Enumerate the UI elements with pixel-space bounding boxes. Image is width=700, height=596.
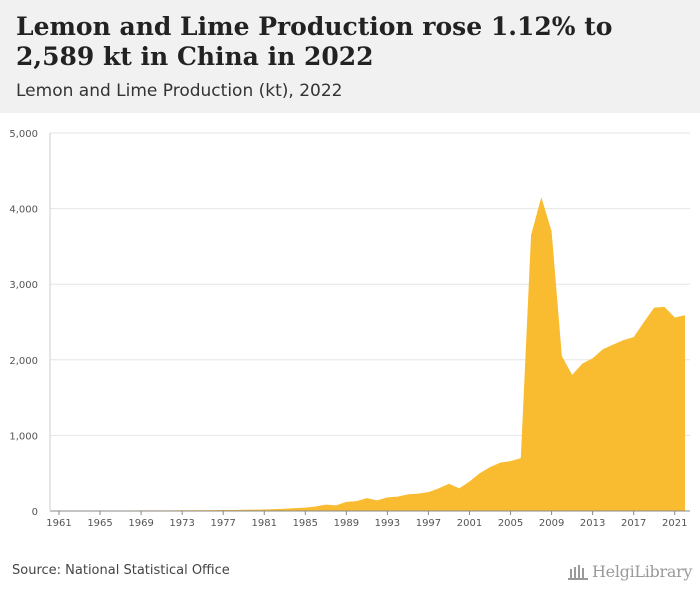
- x-tick-label: 1993: [375, 518, 400, 529]
- y-tick-label: 5,000: [9, 129, 38, 140]
- page-title: Lemon and Lime Production rose 1.12% to …: [16, 12, 613, 71]
- x-tick-label: 1969: [128, 518, 153, 529]
- y-tick-label: 1,000: [9, 431, 38, 442]
- x-tick-label: 1997: [416, 518, 441, 529]
- logo-text: HelgiLibrary: [592, 562, 693, 581]
- y-tick-label: 4,000: [9, 205, 38, 216]
- header: Lemon and Lime Production rose 1.12% to …: [0, 0, 700, 113]
- helgi-library-logo: HelgiLibrary: [568, 562, 692, 581]
- area-layer: [59, 197, 685, 511]
- x-tick-label: 1965: [87, 518, 112, 529]
- y-tick-label: 3,000: [9, 280, 38, 291]
- x-tick-label: 1973: [169, 518, 194, 529]
- x-tick-label: 2013: [580, 518, 605, 529]
- x-tick-label: 1989: [334, 518, 359, 529]
- y-axis-ticks: 0 1,000 2,000 3,000 4,000 5,000: [9, 129, 38, 518]
- library-icon: [568, 564, 588, 580]
- source-note: Source: National Statistical Office: [12, 563, 230, 578]
- x-tick-label: 2017: [621, 518, 646, 529]
- y-tick-label: 2,000: [9, 356, 38, 367]
- production-area: [59, 197, 685, 511]
- x-tick-label: 1961: [46, 518, 71, 529]
- axes: [49, 133, 690, 512]
- x-tick-label: 2005: [498, 518, 523, 529]
- x-tick-label: 1981: [252, 518, 277, 529]
- chart-subtitle: Lemon and Lime Production (kt), 2022: [16, 81, 343, 101]
- x-axis-ticks: 1961 1965 1969 1973 1977 1981 1985 1989 1993 1997…: [46, 511, 687, 529]
- x-tick-label: 1985: [293, 518, 318, 529]
- y-tick-label: 0: [32, 507, 38, 518]
- x-tick-label: 2001: [457, 518, 482, 529]
- x-tick-label: 1977: [210, 518, 235, 529]
- x-tick-label: 2021: [662, 518, 687, 529]
- x-tick-label: 2009: [539, 518, 564, 529]
